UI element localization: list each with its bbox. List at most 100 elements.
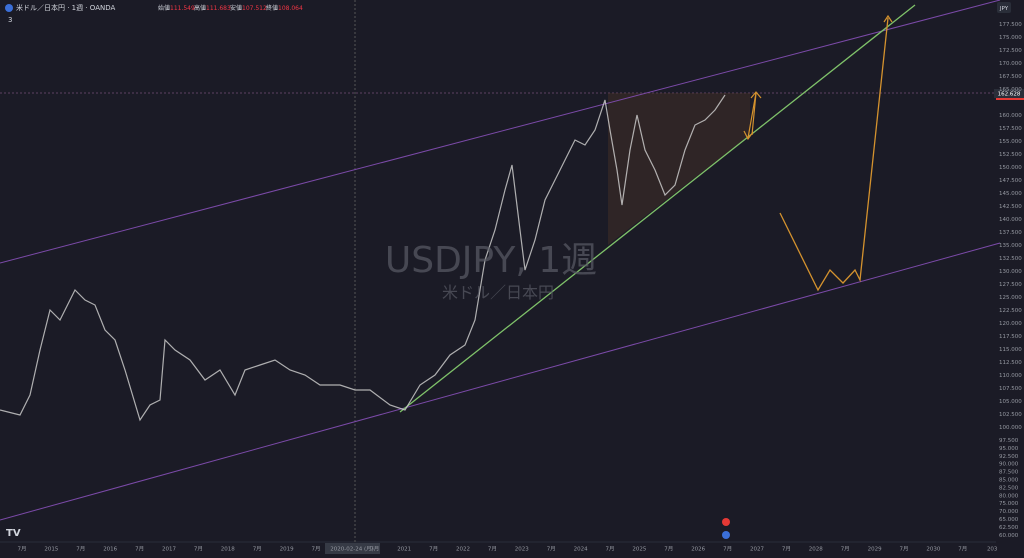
- current-price: 162.628: [998, 92, 1021, 98]
- time-label: 7月: [841, 546, 850, 553]
- trend-line: [399, 4, 916, 413]
- arrow-heads: [743, 14, 893, 141]
- price-label: 70.000: [999, 509, 1019, 515]
- time-label: 2029: [868, 547, 882, 553]
- price-label: 75.000: [999, 501, 1019, 507]
- time-label: 2028: [809, 547, 823, 553]
- time-label: 7月: [723, 546, 732, 553]
- price-label: 132.500: [999, 256, 1022, 262]
- currency[interactable]: JPY: [999, 6, 1009, 12]
- price-label: 155.000: [999, 139, 1022, 145]
- price-label: 92.500: [999, 454, 1019, 460]
- price-label: 122.500: [999, 308, 1022, 314]
- price-label: 62.500: [999, 525, 1019, 531]
- crosshair-label: 2020-02-24 (月): [330, 546, 374, 553]
- price-label: 147.500: [999, 178, 1022, 184]
- logo: TV: [6, 528, 21, 539]
- time-label: 7月: [782, 546, 791, 553]
- ohlc-value: 111.683: [206, 5, 231, 12]
- time-label: 7月: [135, 546, 144, 553]
- price-label: 102.500: [999, 412, 1022, 418]
- time-label: 2016: [103, 547, 117, 553]
- price-label: 150.000: [999, 165, 1022, 171]
- ohlc-name: 始値: [158, 4, 170, 12]
- time-label: 7月: [253, 546, 262, 553]
- price-label: 100.000: [999, 425, 1022, 431]
- price-label: 117.500: [999, 334, 1022, 340]
- ohlc-value: 107.512: [242, 5, 267, 12]
- time-label: 7月: [488, 546, 497, 553]
- price-tag-bg: [994, 89, 1024, 98]
- price-label: 145.000: [999, 191, 1022, 197]
- price-label: 110.000: [999, 373, 1022, 379]
- price-marker: [996, 98, 1024, 100]
- ohlc: 始値 111.549 高値 111.683 安値 107.512 終値 108.064: [158, 4, 303, 12]
- time-label: 7月: [429, 546, 438, 553]
- price-label: 87.500: [999, 470, 1019, 476]
- price-label: 120.000: [999, 321, 1022, 327]
- currency-btn[interactable]: [997, 2, 1011, 13]
- time-label: 7月: [370, 546, 379, 553]
- price-label: 115.000: [999, 347, 1022, 353]
- price-label: 90.000: [999, 462, 1019, 468]
- time-label: 2022: [456, 547, 470, 553]
- symbol-icon: [5, 4, 13, 12]
- price-label: 175.000: [999, 35, 1022, 41]
- price-label: 107.500: [999, 386, 1022, 392]
- ohlc-name: 高値: [194, 4, 206, 12]
- time-label: 2015: [44, 547, 58, 553]
- crosshair-label-bg: [325, 543, 380, 554]
- symbol: 米ドル／日本円 · 1週 · OANDA: [16, 3, 115, 12]
- time-label: 2025: [632, 547, 646, 553]
- event-icon[interactable]: [722, 531, 730, 539]
- watermark-subtitle: 米ドル／日本円: [442, 283, 554, 302]
- time-label: 2018: [221, 547, 235, 553]
- time-label: 7月: [606, 546, 615, 553]
- time-label: 203: [987, 547, 998, 553]
- price-label: 112.500: [999, 360, 1022, 366]
- ohlc-name: 終値: [266, 4, 278, 12]
- price-label: 80.000: [999, 493, 1019, 499]
- price-label: 135.000: [999, 243, 1022, 249]
- time-label: 7月: [958, 546, 967, 553]
- price-label: 165.000: [999, 87, 1022, 93]
- time-label: 7月: [76, 546, 85, 553]
- channel-lower: [0, 242, 1001, 521]
- price-line: [0, 94, 726, 422]
- price-label: 125.000: [999, 295, 1022, 301]
- indicators[interactable]: 3: [8, 16, 12, 24]
- price-label: 105.000: [999, 399, 1022, 405]
- ohlc-value: 108.064: [278, 5, 303, 12]
- ohlc-value: 111.549: [170, 5, 195, 12]
- time-label: 2017: [162, 547, 176, 553]
- price-label: 97.500: [999, 438, 1019, 444]
- time-label: 7月: [664, 546, 673, 553]
- price-label: 167.500: [999, 74, 1022, 80]
- price-label: 140.000: [999, 217, 1022, 223]
- time-label: 7月: [312, 546, 321, 553]
- time-label: 7月: [194, 546, 203, 553]
- time-label: 2021: [397, 547, 411, 553]
- price-label: 152.500: [999, 152, 1022, 158]
- price-label: 177.500: [999, 22, 1022, 28]
- price-label: 160.000: [999, 113, 1022, 119]
- price-label: 127.500: [999, 282, 1022, 288]
- event-icon[interactable]: [722, 518, 730, 526]
- time-label: 2026: [691, 547, 705, 553]
- time-label: 2027: [750, 547, 764, 553]
- price-label: 172.500: [999, 48, 1022, 54]
- channel-upper: [0, 0, 1001, 264]
- watermark-title: USDJPY, 1週: [385, 240, 597, 281]
- price-label: 170.000: [999, 61, 1022, 67]
- price-label: 82.500: [999, 485, 1019, 491]
- price-label: 157.500: [999, 126, 1022, 132]
- time-label: 2023: [515, 547, 529, 553]
- time-label: 7月: [900, 546, 909, 553]
- time-label: 2024: [574, 547, 588, 553]
- price-label: 95.000: [999, 446, 1019, 452]
- time-label: 2019: [280, 547, 294, 553]
- time-label: 7月: [18, 546, 27, 553]
- ohlc-name: 安値: [230, 4, 242, 12]
